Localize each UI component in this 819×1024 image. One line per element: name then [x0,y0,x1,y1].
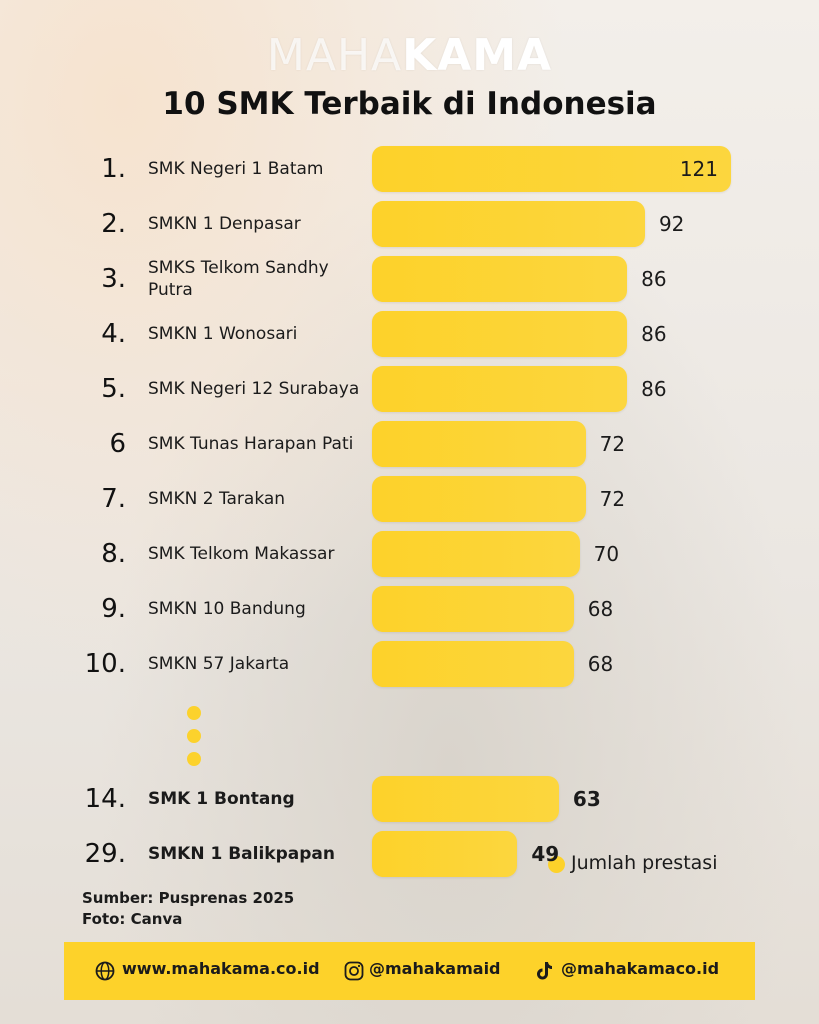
rank-label: 7. [101,484,126,514]
tiktok-icon [537,962,552,980]
rank-label: 4. [101,319,126,349]
value-label: 68 [587,652,614,676]
value-label: 86 [641,322,667,346]
value-label: 49 [531,842,560,866]
photo-credit: Foto: Canva [82,910,183,928]
bar [372,531,580,577]
value-label: 72 [599,487,626,511]
category-label: SMK 1 Bontang [148,789,295,809]
category-label: SMKN 2 Tarakan [148,489,286,509]
category-label: SMKN 10 Bandung [148,599,306,619]
ellipsis-dot [187,729,201,743]
chart-title: 10 SMK Terbaik di Indonesia [162,86,657,122]
bar [372,311,628,357]
ellipsis-dot [187,706,201,720]
rank-label: 6 [109,429,126,459]
instagram-icon [344,961,364,981]
rank-label: 8. [101,539,126,569]
value-label: 68 [587,597,614,621]
value-label: 63 [572,787,601,811]
category-label: SMKS Telkom Sandhy Putra [148,258,329,300]
bar [372,256,628,302]
category-label: SMKN 1 Denpasar [148,214,301,234]
bar [372,641,574,687]
value-label: 70 [593,542,620,566]
bar [372,476,586,522]
value-label: 121 [679,157,718,181]
website-link[interactable]: www.mahakama.co.id [122,959,320,978]
category-label: SMK Negeri 12 Surabaya [148,379,360,399]
bar [372,831,518,877]
bar [372,201,645,247]
rank-label: 5. [101,374,126,404]
value-label: 86 [641,267,667,291]
rank-label: 2. [101,209,126,239]
value-label: 92 [658,212,685,236]
globe-icon [95,961,115,981]
rank-label: 3. [101,264,126,294]
logo: MAHAKAMA [0,30,819,81]
legend-swatch [548,856,565,873]
rank-label: 10. [84,649,126,679]
category-label: SMKN 1 Wonosari [148,324,298,344]
bar [372,366,628,412]
logo-light: MAHA [266,30,403,81]
bar [372,586,574,632]
footer: www.mahakama.co.id @mahakamaid @mahakama… [64,942,755,1000]
rank-label: 14. [84,784,126,814]
value-label: 86 [641,377,667,401]
rank-label: 1. [101,154,126,184]
category-label: SMKN 57 Jakarta [148,654,290,674]
category-label: SMK Telkom Makassar [148,544,335,564]
rank-label: 9. [101,594,126,624]
value-label: 72 [599,432,626,456]
bar [372,776,559,822]
tiktok-link[interactable]: @mahakamaco.id [561,959,720,978]
category-label: SMK Negeri 1 Batam [148,159,324,179]
category-label: SMK Tunas Harapan Pati [148,434,354,454]
bar [372,421,586,467]
legend-label: Jumlah prestasi [571,852,718,874]
bar [372,146,731,192]
source: Sumber: Pusprenas 2025 [82,889,295,907]
category-label: SMKN 1 Balikpapan [148,844,335,864]
instagram-link[interactable]: @mahakamaid [369,959,501,978]
ellipsis-dot [187,752,201,766]
logo-bold: KAMA [402,30,553,81]
rank-label: 29. [84,839,126,869]
